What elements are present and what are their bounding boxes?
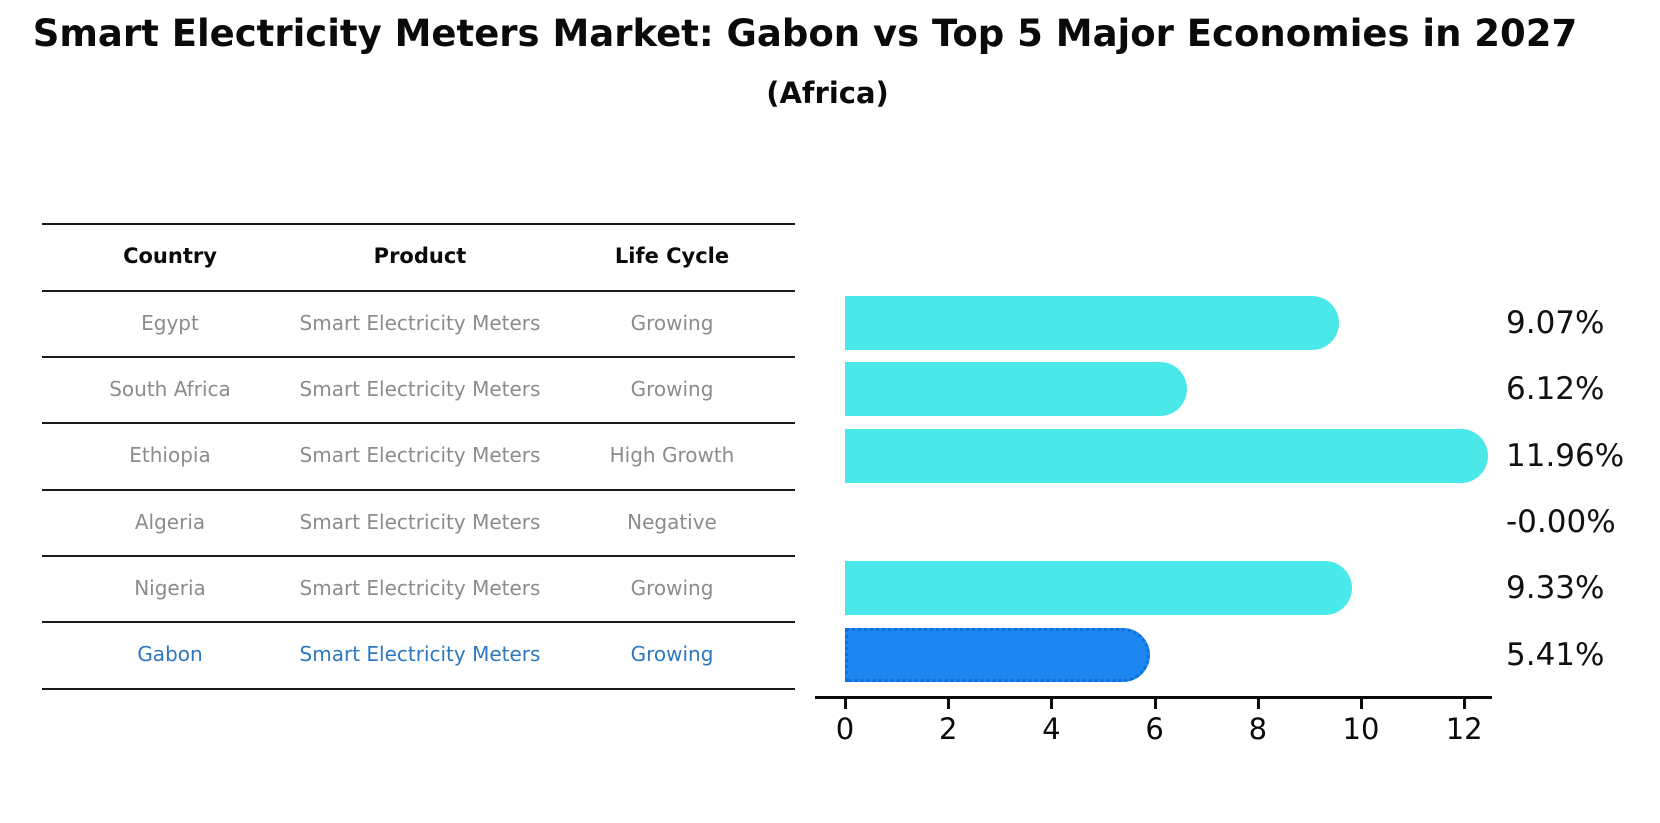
cell-life-cycle: High Growth [609, 443, 735, 467]
table-header-divider [42, 290, 795, 292]
table-row-divider [42, 621, 795, 623]
page-title: Smart Electricity Meters Market: Gabon v… [32, 12, 1578, 55]
table-row-divider [42, 555, 795, 557]
cell-product: Smart Electricity Meters [299, 642, 541, 666]
bar-egypt [845, 296, 1339, 350]
x-axis-tick [1153, 699, 1157, 709]
column-header-life-cycle: Life Cycle [614, 244, 730, 268]
x-axis-tick [1256, 699, 1260, 709]
table-row-divider [42, 489, 795, 491]
cell-country: Gabon [137, 642, 203, 666]
cell-country: Algeria [134, 510, 206, 534]
table-row: Algeria Smart Electricity Meters Negativ… [0, 506, 830, 538]
x-axis-tick [1360, 699, 1363, 709]
x-axis-tick-label: 8 [1248, 712, 1268, 746]
cell-life-cycle: Growing [630, 377, 714, 401]
bar-south-africa [845, 362, 1187, 416]
cell-product: Smart Electricity Meters [299, 311, 541, 335]
bar-value-label: 5.41% [1506, 636, 1605, 673]
x-axis-line [815, 696, 1492, 699]
cell-life-cycle: Negative [627, 510, 717, 534]
bar-value-label: 9.33% [1506, 570, 1605, 606]
table-border-bottom [42, 688, 795, 690]
cell-product: Smart Electricity Meters [299, 576, 541, 600]
page-subtitle: (Africa) [766, 76, 889, 110]
table-row-divider [42, 356, 795, 358]
table-row: South Africa Smart Electricity Meters Gr… [0, 373, 830, 405]
cell-life-cycle: Growing [630, 311, 714, 335]
x-axis-tick [947, 699, 951, 709]
table-header-row: Country Product Life Cycle [0, 240, 830, 272]
x-axis-tick-label: 2 [938, 712, 958, 746]
cell-life-cycle: Growing [630, 642, 714, 666]
table-row: Egypt Smart Electricity Meters Growing [0, 307, 830, 339]
cell-country: Ethiopia [129, 443, 211, 467]
cell-country: Nigeria [134, 576, 206, 600]
bar-gabon-highlighted [845, 627, 1151, 682]
table-row-gabon: Gabon Smart Electricity Meters Growing [0, 638, 830, 670]
x-axis-tick-label: 6 [1145, 712, 1164, 746]
x-axis-tick [1463, 699, 1467, 709]
table-row: Ethiopia Smart Electricity Meters High G… [0, 439, 830, 471]
table-row-divider [42, 422, 795, 424]
x-axis-tick-label: 12 [1445, 712, 1483, 746]
bar-value-label: -0.00% [1506, 504, 1616, 540]
cell-product: Smart Electricity Meters [299, 377, 541, 401]
cell-life-cycle: Growing [630, 576, 714, 600]
bar-value-label: 6.12% [1506, 371, 1605, 407]
column-header-product: Product [373, 244, 467, 268]
bar-value-label: 11.96% [1506, 437, 1625, 474]
x-axis-tick [844, 699, 847, 709]
bar-nigeria [845, 561, 1353, 615]
x-axis-tick-label: 4 [1042, 712, 1061, 746]
cell-country: Egypt [141, 311, 199, 335]
x-axis-tick-label: 0 [835, 712, 855, 746]
x-axis-tick [1050, 699, 1054, 709]
column-header-country: Country [123, 244, 217, 268]
bar-value-label: 9.07% [1506, 305, 1605, 341]
cell-product: Smart Electricity Meters [299, 510, 541, 534]
table-row: Nigeria Smart Electricity Meters Growing [0, 572, 830, 604]
x-axis-tick-label: 10 [1342, 712, 1380, 746]
cell-country: South Africa [109, 377, 231, 401]
bar-ethiopia [845, 428, 1489, 483]
cell-product: Smart Electricity Meters [299, 443, 541, 467]
table-border-top [42, 223, 795, 225]
